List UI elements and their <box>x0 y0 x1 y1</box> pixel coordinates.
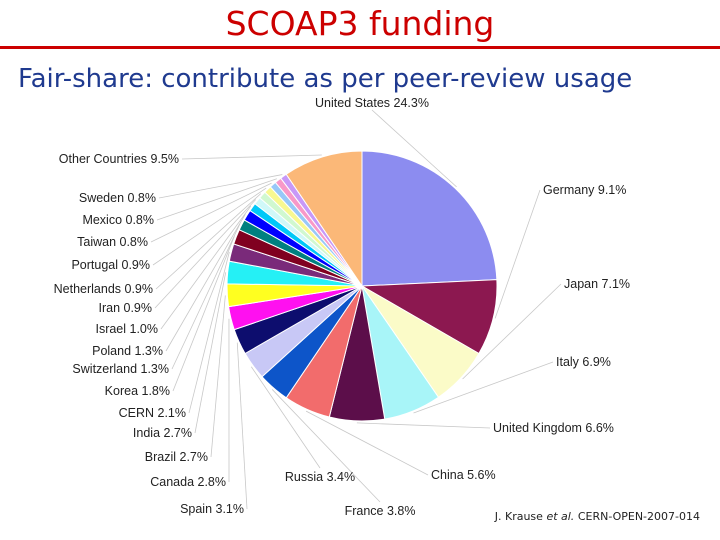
slice-label-canada: Canada 2.8% <box>150 475 226 489</box>
leader-line-other-countries <box>181 154 322 160</box>
citation-etal: et al. <box>546 510 575 523</box>
leader-line-spain <box>236 342 248 510</box>
leader-line-sweden <box>158 174 283 199</box>
leader-line-mexico <box>156 178 277 221</box>
slice-label-korea: Korea 1.8% <box>105 384 170 398</box>
slice-label-mexico: Mexico 0.8% <box>82 213 154 227</box>
leader-line-united-kingdom <box>356 422 491 429</box>
leader-lines <box>150 109 562 510</box>
leader-line-india <box>194 272 227 434</box>
leader-line-brazil <box>210 295 226 458</box>
slice-label-switzerland: Switzerland 1.3% <box>72 362 169 376</box>
slice-label-israel: Israel 1.0% <box>95 322 158 336</box>
slice-label-cern: CERN 2.1% <box>119 406 186 420</box>
slice-label-sweden: Sweden 0.8% <box>79 191 156 205</box>
citation-ref: CERN-OPEN-2007-014 <box>577 510 700 523</box>
slice-label-iran: Iran 0.9% <box>98 301 152 315</box>
leader-line-switzerland <box>171 223 241 370</box>
pie-slices <box>226 150 498 422</box>
slice-label-taiwan: Taiwan 0.8% <box>77 235 148 249</box>
slice-label-united-states: United States 24.3% <box>315 96 429 110</box>
slice-label-china: China 5.6% <box>431 468 496 482</box>
leader-line-portugal <box>152 187 267 266</box>
citation-author: J. Krause <box>494 510 543 523</box>
slice-label-france: France 3.8% <box>345 504 416 518</box>
slide-subtitle: Fair-share: contribute as per peer-revie… <box>18 64 633 94</box>
slice-labels: United States 24.3% Germany 9.1% Japan 7.1… <box>54 96 630 518</box>
leader-line-netherlands <box>155 193 262 290</box>
citation: J. Krause et al. CERN-OPEN-2007-014 <box>495 510 700 523</box>
pie-slice-other-countries <box>285 150 363 288</box>
leader-line-france <box>271 389 381 503</box>
slice-label-other-countries: Other Countries 9.5% <box>59 152 179 166</box>
leader-line-italy <box>413 361 554 414</box>
slice-label-germany: Germany 9.1% <box>543 183 626 197</box>
slide-title: SCOAP3 funding <box>225 4 495 43</box>
leader-line-israel <box>160 205 252 330</box>
leader-line-germany <box>494 189 541 319</box>
pie-slice-united-states <box>361 150 498 287</box>
slice-label-spain: Spain 3.1% <box>180 502 244 516</box>
slice-label-brazil: Brazil 2.7% <box>145 450 208 464</box>
leader-line-united-states <box>371 109 457 188</box>
slice-label-poland: Poland 1.3% <box>92 344 163 358</box>
leader-line-russia <box>250 366 321 469</box>
leader-line-korea <box>172 235 235 392</box>
slice-label-netherlands: Netherlands 0.9% <box>54 282 153 296</box>
slice-label-russia: Russia 3.4% <box>285 470 355 484</box>
slice-label-united-kingdom: United Kingdom 6.6% <box>493 421 614 435</box>
slice-label-india: India 2.7% <box>133 426 192 440</box>
leader-line-china <box>305 410 429 476</box>
leader-line-cern <box>188 251 230 414</box>
leader-line-poland <box>165 213 246 352</box>
title-divider <box>0 46 720 49</box>
leader-line-iran <box>154 199 257 309</box>
leader-line-taiwan <box>150 182 272 243</box>
slice-label-japan: Japan 7.1% <box>564 277 630 291</box>
slice-label-portugal: Portugal 0.9% <box>71 258 150 272</box>
slice-label-italy: Italy 6.9% <box>556 355 611 369</box>
leader-line-japan <box>462 283 562 380</box>
